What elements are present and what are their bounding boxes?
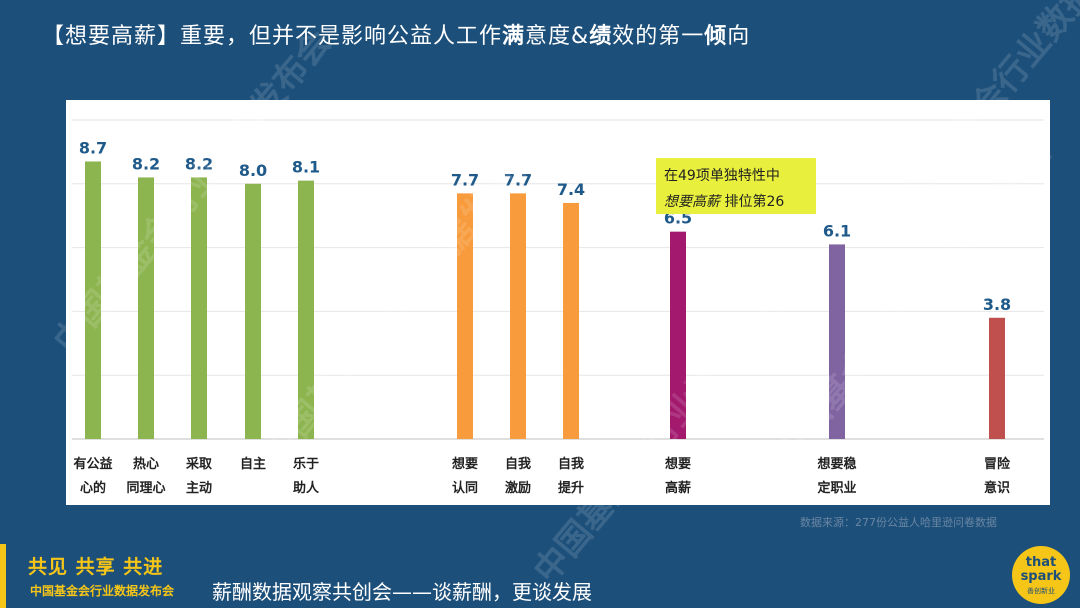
category-label: 定职业 <box>816 480 856 496</box>
category-label: 想要 <box>452 456 478 472</box>
title-text-4: 绩 <box>589 24 613 49</box>
annotation-line-1: 在49项单独特性中 <box>664 168 780 184</box>
footer-org-name: 中国基金会行业数据发布会 <box>30 584 175 598</box>
data-label: 8.2 <box>132 154 160 173</box>
category-label: 主动 <box>186 480 212 496</box>
category-label: 自主 <box>240 456 266 472</box>
data-label: 7.7 <box>451 170 479 189</box>
bar <box>563 202 579 439</box>
bar <box>138 177 154 440</box>
data-label: 7.4 <box>557 180 585 199</box>
data-label: 8.1 <box>292 158 320 177</box>
title-text-6: 倾 <box>704 24 728 49</box>
category-label: 自我 <box>505 456 531 472</box>
category-label: 有公益 <box>73 456 112 472</box>
category-label: 乐于 <box>293 456 319 472</box>
bar <box>670 231 686 439</box>
title-text-7: 向 <box>727 24 751 49</box>
category-label: 同理心 <box>126 481 165 496</box>
chart-panel: 8.7 有公益心的 8.2 热心同理心 8.2 采取主动 8.0 自主 8.1 乐于助人 7.7 想要… <box>66 100 1050 505</box>
bar <box>85 161 101 439</box>
data-label: 8.2 <box>185 154 213 173</box>
annotation-line-2: 想要高薪 排位第26 <box>664 193 784 210</box>
category-label: 想要 <box>665 456 691 472</box>
category-label: 热心 <box>133 456 159 472</box>
data-label: 8.0 <box>239 161 267 180</box>
data-label: 8.7 <box>79 138 107 157</box>
footer-slogan: 共见 共享 共进 <box>28 556 164 578</box>
footer-subtitle: 薪酬数据观察共创会——谈薪酬，更谈发展 <box>212 580 592 604</box>
data-source-note: 数据来源：277份公益人哈里逊问卷数据 <box>800 516 997 529</box>
bar <box>457 193 473 439</box>
page-title: 【想要高薪】重要，但并不是影响公益人工作满意度&绩效的第一倾向 <box>42 18 750 50</box>
category-label: 意识 <box>984 480 1010 496</box>
category-label: 采取 <box>185 456 213 472</box>
annotation-rank: 排位第26 <box>720 193 784 210</box>
thatspark-logo: that spark 善创新业 <box>1012 546 1070 604</box>
bar <box>510 193 526 439</box>
category-label: 助人 <box>293 480 320 496</box>
bar <box>989 317 1005 439</box>
category-label: 激励 <box>505 480 531 496</box>
annotation-highlight: 想要高薪 <box>664 194 722 210</box>
logo-text-1: that <box>1025 555 1057 570</box>
bar <box>245 183 261 439</box>
data-label: 6.1 <box>823 221 851 240</box>
title-text-3: 意度& <box>525 24 590 49</box>
footer-left-block <box>0 544 200 608</box>
data-label: 3.8 <box>983 295 1011 314</box>
bar <box>298 180 314 440</box>
category-label: 想要稳 <box>817 456 856 472</box>
title-text-5: 效的第一 <box>612 24 705 49</box>
bar <box>191 177 207 440</box>
title-text-2: 满 <box>502 24 526 49</box>
data-label: 7.7 <box>504 170 532 189</box>
category-label: 提升 <box>558 480 584 496</box>
annotation-box <box>656 158 816 214</box>
category-label: 高薪 <box>665 480 691 496</box>
category-label: 认同 <box>452 480 478 496</box>
logo-text-2: spark <box>1020 569 1062 584</box>
category-label: 心的 <box>80 480 106 496</box>
title-text-1: 【想要高薪】重要，但并不是影响公益人工作 <box>42 24 503 49</box>
category-label: 冒险 <box>984 456 1011 472</box>
category-label: 自我 <box>558 456 584 472</box>
bar <box>829 244 845 439</box>
footer-accent-bar <box>0 544 6 608</box>
logo-text-3: 善创新业 <box>1027 587 1055 595</box>
